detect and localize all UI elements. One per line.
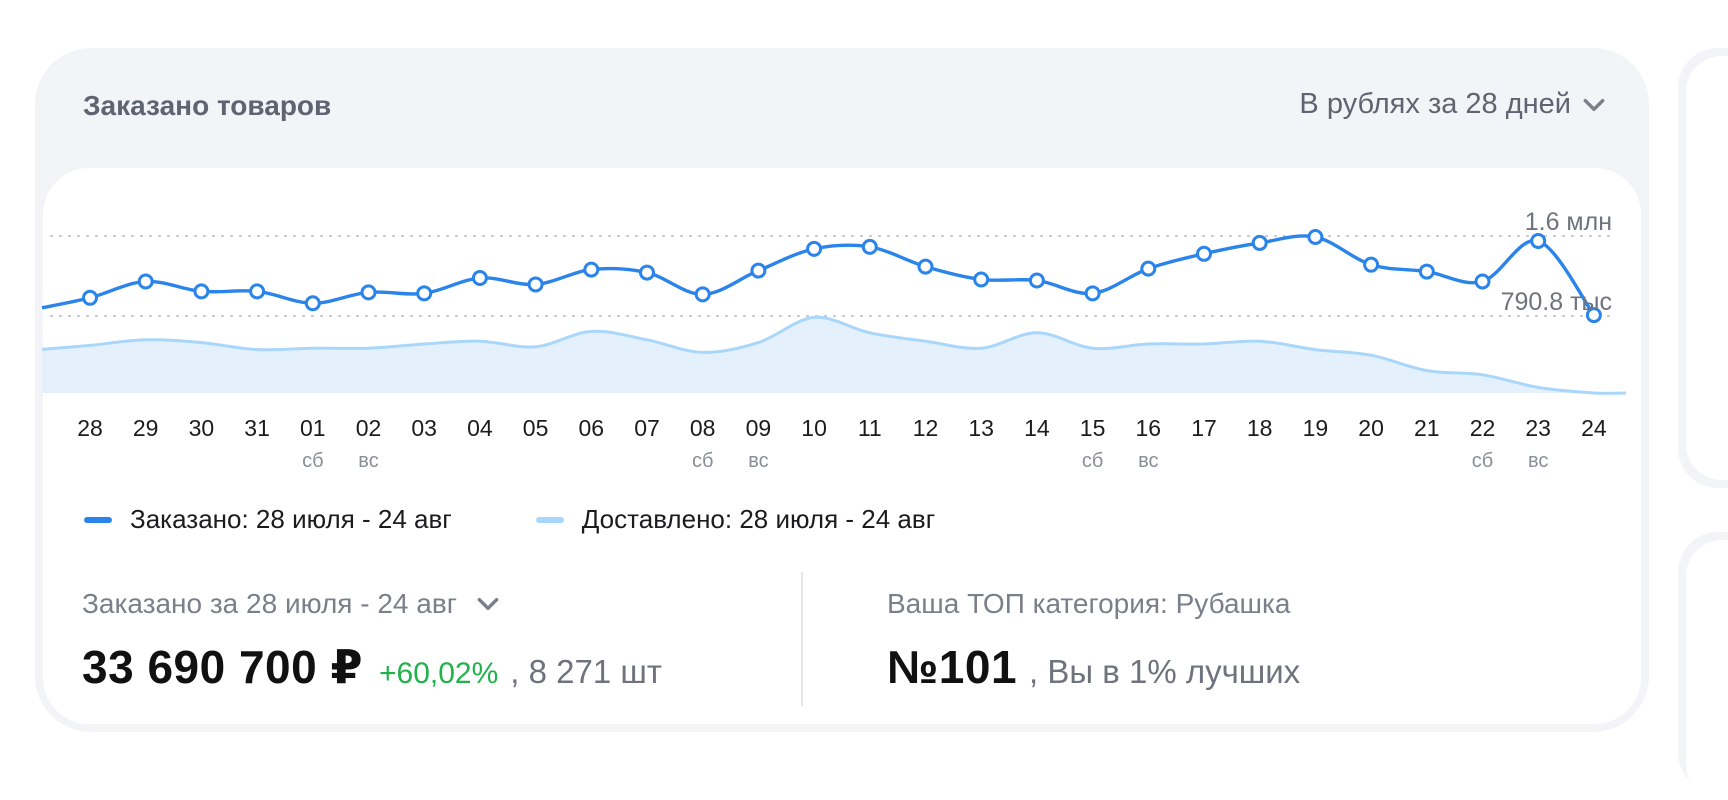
- orders-chart: 1.6 млн 790.8 тыс 28 29 30 31 01 сб 02 вс 03 04 05 06…: [41, 208, 1627, 472]
- side-card-top: [1678, 48, 1728, 488]
- ordered-point: [917, 258, 934, 275]
- x-tick-label: 28: [77, 415, 103, 441]
- x-tick-label: 05: [523, 415, 549, 441]
- ordered-point: [416, 285, 433, 302]
- ordered-point: [973, 271, 990, 288]
- ordered-point: [193, 283, 210, 300]
- delivered-area: [42, 317, 1626, 394]
- side-card-bottom-panel: [1686, 540, 1728, 800]
- x-tick-label: 09: [746, 415, 772, 441]
- x-tick-label: 19: [1303, 415, 1329, 441]
- ordered-period-select[interactable]: Заказано за 28 июля - 24 авг: [82, 588, 501, 620]
- delivered-series-line: [41, 315, 1627, 395]
- x-tick-label: 10: [801, 415, 827, 441]
- ordered-point: [304, 295, 321, 312]
- x-tick-label: 01: [300, 415, 326, 441]
- ordered-summary: 33 690 700 ₽ +60,02% , 8 271 шт: [82, 640, 662, 694]
- period-select-label: В рублях за 28 дней: [1299, 88, 1571, 120]
- x-tick-label: 30: [189, 415, 215, 441]
- weekday-label: сб: [1082, 450, 1103, 472]
- weekday-label: сб: [1472, 450, 1493, 472]
- weekday-label: вс: [748, 450, 768, 472]
- weekday-label: вс: [358, 450, 378, 472]
- ordered-units: , 8 271 шт: [510, 653, 662, 690]
- weekday-label: вс: [1528, 450, 1548, 472]
- ordered-point: [137, 273, 154, 290]
- weekday-label: вс: [1138, 450, 1158, 472]
- ordered-point: [1028, 272, 1045, 289]
- x-tick-label: 31: [244, 415, 270, 441]
- x-tick-label: 14: [1024, 415, 1050, 441]
- x-tick-label: 24: [1581, 415, 1607, 441]
- x-tick-label: 22: [1470, 415, 1496, 441]
- x-tick-label: 15: [1080, 415, 1106, 441]
- legend-ordered-label: Заказано: 28 июля - 24 авг: [130, 504, 452, 534]
- x-tick-label: 08: [690, 415, 716, 441]
- ordered-point: [1363, 256, 1380, 273]
- weekday-label: сб: [302, 450, 323, 472]
- x-tick-label: 17: [1191, 415, 1217, 441]
- x-tick-label: 11: [858, 415, 882, 441]
- ordered-point: [471, 270, 488, 287]
- top-category-rank: №101: [887, 641, 1018, 693]
- reference-label: 1.6 млн: [1525, 208, 1612, 236]
- ordered-point: [1251, 234, 1268, 251]
- card-title: Заказано товаров: [83, 90, 332, 121]
- legend-delivered-label: Доставлено: 28 июля - 24 авг: [581, 504, 936, 534]
- legend-ordered-swatch: [84, 516, 112, 523]
- legend-delivered-swatch: [535, 516, 564, 523]
- x-tick-label: 13: [968, 415, 994, 441]
- x-tick-label: 16: [1136, 415, 1162, 441]
- side-card-bottom: [1678, 532, 1728, 800]
- ordered-point: [360, 284, 377, 301]
- ordered-point: [1585, 307, 1602, 324]
- ordered-point: [1307, 228, 1324, 245]
- chart-legend: Заказано: 28 июля - 24 авг Доставлено: 2…: [84, 504, 935, 535]
- ordered-point: [583, 261, 600, 278]
- ordered-point: [1084, 285, 1101, 302]
- top-category-summary: №101 , Вы в 1% лучших: [887, 640, 1300, 694]
- ordered-point: [82, 289, 98, 306]
- side-card-top-panel: [1686, 56, 1728, 480]
- x-tick-label: 02: [356, 415, 382, 441]
- x-tick-label: 07: [634, 415, 660, 441]
- ordered-point: [527, 276, 544, 293]
- x-tick-label: 20: [1358, 415, 1384, 441]
- ordered-point: [639, 264, 655, 281]
- ordered-period-label: Заказано за 28 июля - 24 авг: [82, 588, 457, 619]
- chevron-down-icon: [1583, 98, 1605, 111]
- ordered-series-line: [41, 234, 1596, 317]
- legend-delivered[interactable]: Доставлено: 28 июля - 24 авг: [535, 504, 936, 535]
- ordered-point: [1140, 260, 1157, 277]
- x-tick-label: 29: [133, 415, 159, 441]
- x-tick-label: 21: [1414, 415, 1440, 441]
- legend-ordered[interactable]: Заказано: 28 июля - 24 авг: [84, 504, 452, 535]
- stats-divider: [801, 572, 803, 706]
- ordered-delta: +60,02%: [379, 657, 499, 690]
- ordered-point: [1196, 245, 1212, 262]
- ordered-point: [249, 283, 266, 300]
- top-category-label: Ваша ТОП категория: Рубашка: [887, 588, 1291, 619]
- ordered-total: 33 690 700 ₽: [82, 641, 364, 693]
- x-tick-label: 04: [467, 415, 493, 441]
- reference-label: 790.8 тыс: [1501, 288, 1612, 316]
- x-tick-label: 06: [579, 415, 605, 441]
- x-tick-label: 03: [411, 415, 437, 441]
- ordered-point: [1418, 263, 1435, 280]
- weekday-label: сб: [692, 450, 713, 472]
- top-category-percentile: , Вы в 1% лучших: [1029, 653, 1301, 690]
- ordered-point: [861, 238, 878, 255]
- chevron-down-icon: [477, 597, 499, 611]
- x-tick-label: 12: [913, 415, 939, 441]
- ordered-point: [1530, 232, 1547, 249]
- ordered-point: [694, 286, 711, 303]
- x-tick-label: 18: [1247, 415, 1273, 441]
- period-select[interactable]: В рублях за 28 дней: [1299, 88, 1607, 121]
- ordered-point: [1474, 273, 1491, 290]
- ordered-point: [750, 262, 767, 279]
- x-tick-label: 23: [1525, 415, 1551, 441]
- ordered-point: [806, 240, 823, 257]
